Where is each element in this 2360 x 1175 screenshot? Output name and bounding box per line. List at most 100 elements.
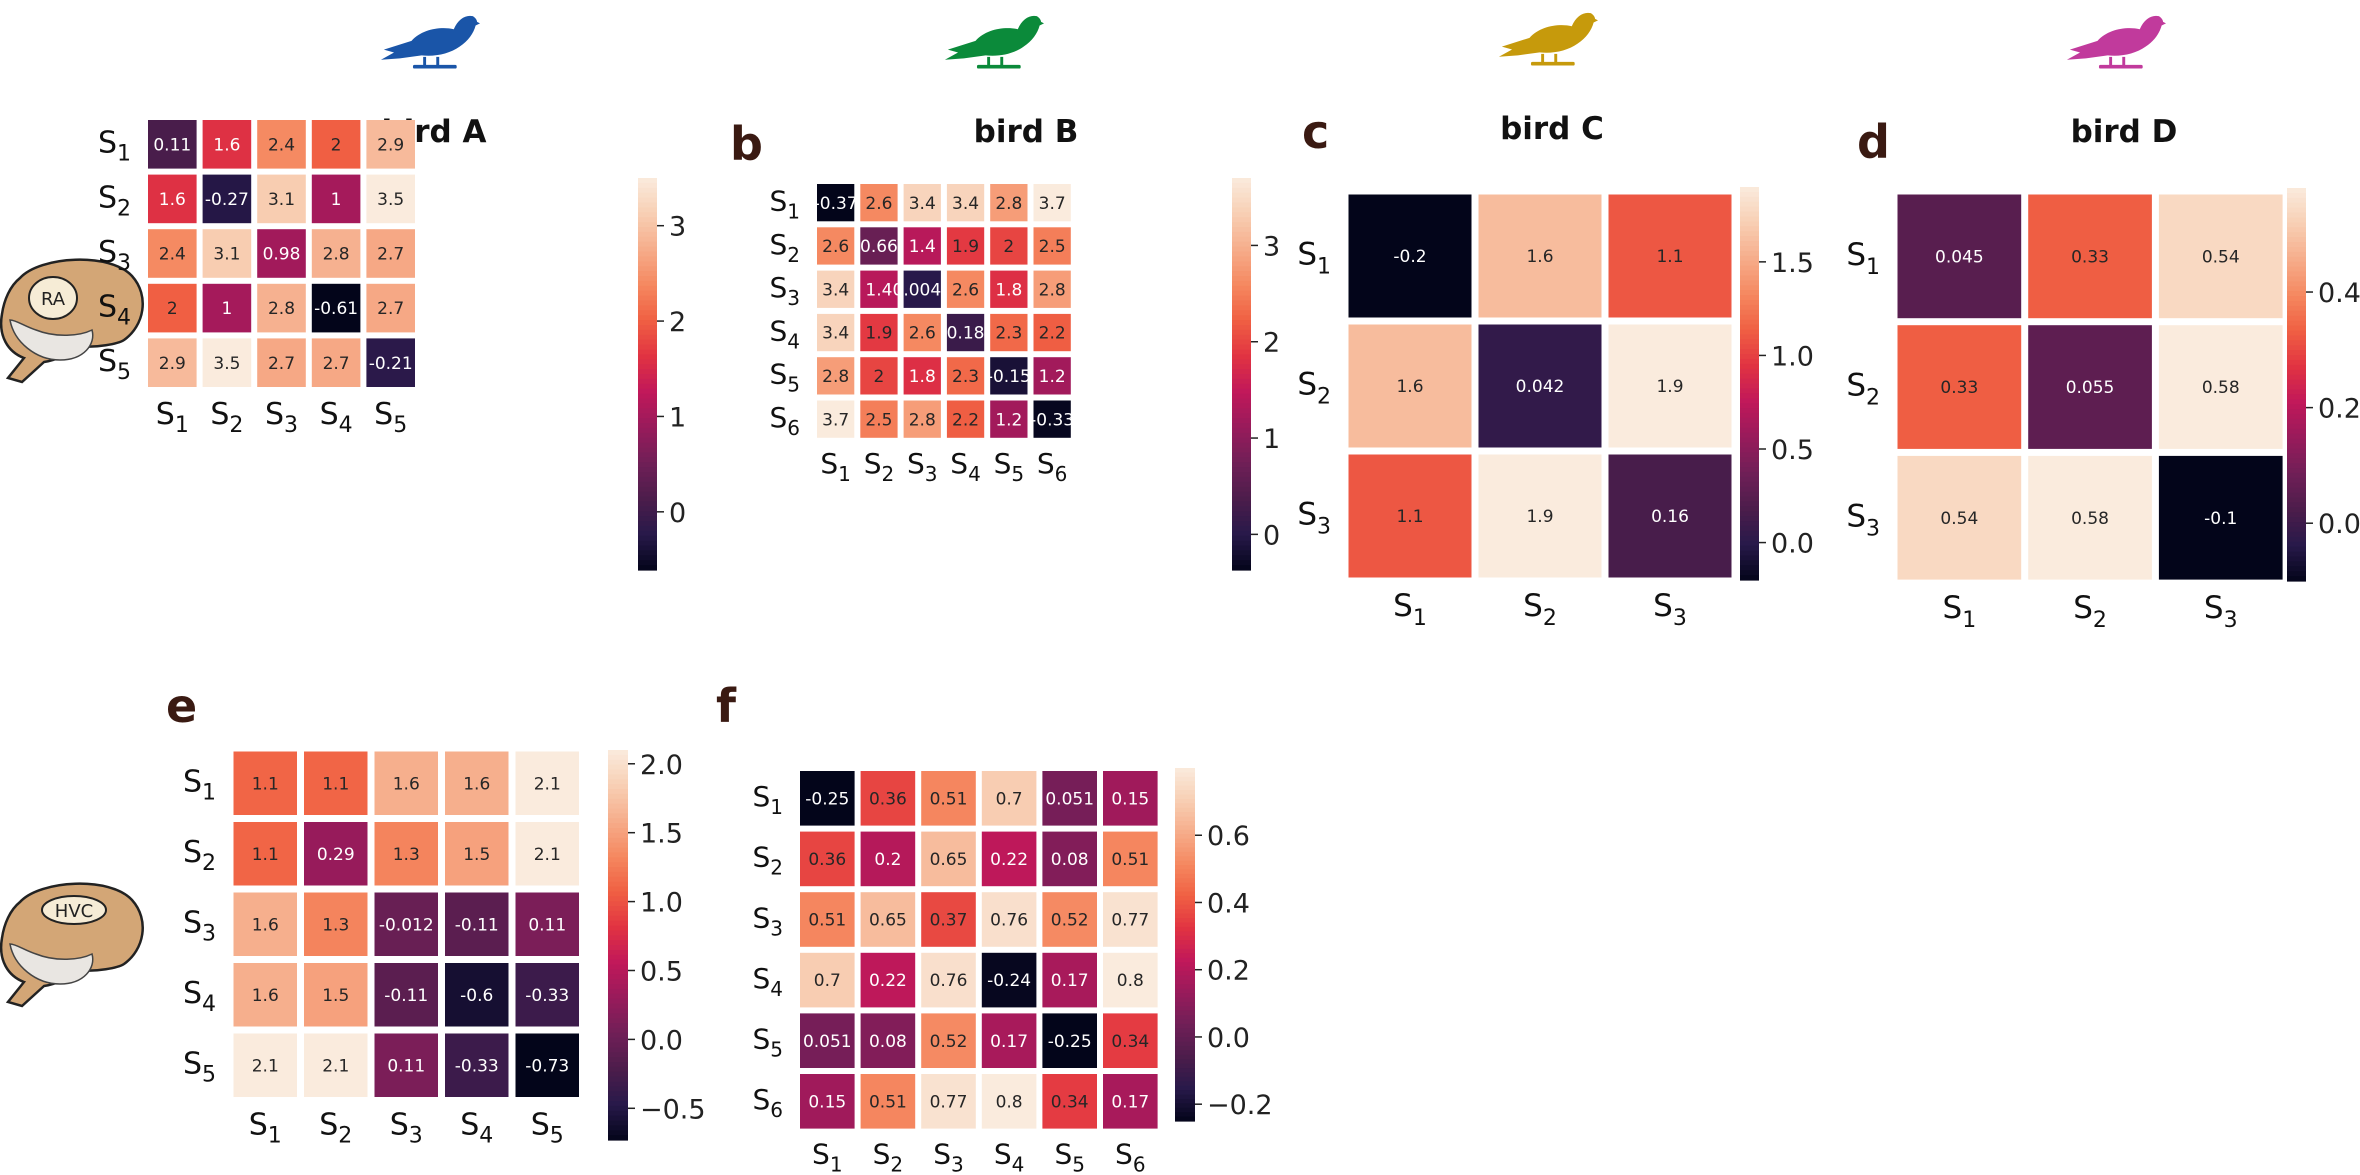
bird-d-silhouette bbox=[2066, 15, 2166, 69]
heatmap-cell bbox=[233, 1033, 297, 1097]
cell-value-label: 0.18 bbox=[947, 324, 985, 344]
cell-value-label: 2.8 bbox=[909, 410, 936, 430]
colorbar-gradient-step bbox=[2287, 300, 2306, 307]
cell-value-label: 0.77 bbox=[930, 1092, 968, 1112]
cell-value-label: 0.58 bbox=[2071, 509, 2109, 529]
colorbar-gradient-step bbox=[1175, 988, 1195, 994]
colorbar-gradient-step bbox=[608, 1018, 628, 1024]
cell-value-label: 1.1 bbox=[252, 774, 279, 794]
col-tick-label: S4 bbox=[460, 1108, 493, 1149]
colorbar-gradient-step bbox=[1175, 895, 1195, 901]
row-tick-label: S6 bbox=[769, 401, 800, 440]
colorbar-gradient-step bbox=[1232, 231, 1251, 238]
cell-value-label: 0.051 bbox=[803, 1032, 852, 1052]
colorbar-gradient-step bbox=[638, 408, 657, 414]
colorbar-gradient-step bbox=[608, 808, 628, 814]
cell-value-label: 0.22 bbox=[869, 971, 907, 991]
colorbar-gradient-step bbox=[1232, 398, 1251, 404]
colorbar-gradient-step bbox=[1740, 260, 1759, 267]
colorbar-gradient-step bbox=[1175, 1063, 1195, 1069]
heatmap-cell bbox=[800, 952, 855, 1008]
colorbar-gradient-step bbox=[1175, 1112, 1195, 1118]
col-tick-label: S5 bbox=[374, 397, 407, 438]
colorbar-gradient-step bbox=[608, 862, 628, 868]
colorbar-gradient-step bbox=[638, 271, 657, 277]
colorbar-gradient-step bbox=[1232, 432, 1251, 439]
colorbar-gradient-step bbox=[1232, 178, 1251, 184]
col-tick-label: S4 bbox=[950, 447, 981, 486]
colorbar-gradient-step bbox=[1232, 423, 1251, 429]
colorbar-gradient-step bbox=[638, 280, 657, 287]
heatmap-cell bbox=[445, 1033, 509, 1097]
heatmap-cell bbox=[990, 184, 1028, 222]
heatmap-cell bbox=[860, 357, 898, 395]
cell-value-label: 0.16 bbox=[1651, 507, 1689, 527]
colorbar-gradient-step bbox=[1175, 1032, 1195, 1038]
row-tick-label: S5 bbox=[98, 344, 131, 385]
heatmap-cell bbox=[2028, 194, 2152, 319]
heatmap-cell bbox=[903, 270, 941, 308]
heatmap-cell bbox=[800, 1013, 855, 1068]
heatmap-cell bbox=[981, 1074, 1037, 1129]
colorbar-gradient-step bbox=[1175, 807, 1195, 813]
heatmap-cell bbox=[860, 400, 898, 438]
colorbar-gradient-step bbox=[2287, 237, 2306, 243]
colorbar-gradient-step bbox=[1232, 197, 1251, 204]
heatmap-cell bbox=[148, 174, 197, 224]
colorbar-gradient-step bbox=[608, 906, 628, 912]
colorbar-gradient-step bbox=[2287, 242, 2306, 248]
cell-value-label: 2.2 bbox=[952, 410, 979, 430]
heatmap-cell bbox=[445, 822, 509, 886]
colorbar-gradient-step bbox=[2287, 389, 2306, 395]
row-tick-label: S2 bbox=[752, 841, 783, 880]
colorbar-gradient-step bbox=[1232, 217, 1251, 223]
panel-title-bird-d: bird D bbox=[2071, 114, 2178, 150]
cell-value-label: -0.24 bbox=[987, 971, 1031, 991]
colorbar-gradient-step bbox=[1740, 363, 1759, 370]
colorbar-gradient-step bbox=[1740, 427, 1759, 434]
heatmap-cell bbox=[148, 120, 197, 169]
colorbar-gradient-step bbox=[638, 344, 657, 351]
colorbar-gradient-step bbox=[1740, 511, 1759, 517]
heatmap-cell bbox=[2028, 455, 2152, 580]
colorbar-gradient-step bbox=[1175, 1041, 1195, 1047]
panel-letter-f: f bbox=[716, 679, 737, 733]
colorbar-gradient-step bbox=[1232, 256, 1251, 262]
colorbar-gradient-step bbox=[638, 222, 657, 228]
colorbar-gradient-step bbox=[1175, 1019, 1195, 1025]
heatmap-cell bbox=[2158, 455, 2283, 580]
colorbar-gradient-step bbox=[2287, 453, 2306, 459]
colorbar-gradient-step bbox=[1175, 944, 1195, 950]
heatmap-bird-b: -0.37 2.6 3.4 3.4 2.8 3.7 2.6 0.66 1.4 1.9 2 2.5 3.4… bbox=[769, 178, 1280, 571]
colorbar-gradient-step bbox=[2287, 335, 2306, 341]
col-tick-label: S5 bbox=[531, 1108, 564, 1149]
colorbar-gradient-step bbox=[1232, 496, 1251, 502]
cell-value-label: 2 bbox=[331, 135, 342, 155]
cell-value-label: 2.6 bbox=[909, 324, 936, 344]
colorbar-gradient-step bbox=[2287, 394, 2306, 400]
cell-value-label: 0.33 bbox=[1940, 378, 1978, 398]
colorbar-gradient-step bbox=[1175, 1037, 1195, 1043]
cell-value-label: 3.4 bbox=[952, 194, 979, 214]
colorbar-gradient-step bbox=[2287, 330, 2306, 336]
colorbar-gradient-step bbox=[1175, 1072, 1195, 1078]
colorbar-gradient-step bbox=[638, 432, 657, 439]
colorbar-gradient-step bbox=[2287, 232, 2306, 238]
row-tick-label: S1 bbox=[769, 184, 800, 223]
colorbar-gradient-step bbox=[638, 359, 657, 365]
colorbar-gradient-step bbox=[608, 881, 628, 888]
colorbar-gradient-step bbox=[2287, 438, 2306, 445]
colorbar-gradient-step bbox=[1740, 491, 1759, 498]
col-tick-label: S5 bbox=[1054, 1138, 1085, 1175]
colorbar-gradient-step bbox=[2287, 487, 2306, 494]
colorbar-gradient-step bbox=[1740, 575, 1759, 581]
heatmap-cell bbox=[1042, 831, 1097, 887]
heatmap-cell bbox=[1033, 357, 1071, 395]
heatmap-cell bbox=[1897, 325, 2022, 449]
panel-letter-d: d bbox=[1857, 115, 1890, 169]
colorbar-gradient-step bbox=[1740, 437, 1759, 444]
heatmap-cell bbox=[1033, 313, 1071, 352]
colorbar-gradient-step bbox=[1175, 1107, 1195, 1113]
col-tick-label: S3 bbox=[390, 1108, 423, 1149]
cell-value-label: 0.17 bbox=[1051, 971, 1089, 991]
